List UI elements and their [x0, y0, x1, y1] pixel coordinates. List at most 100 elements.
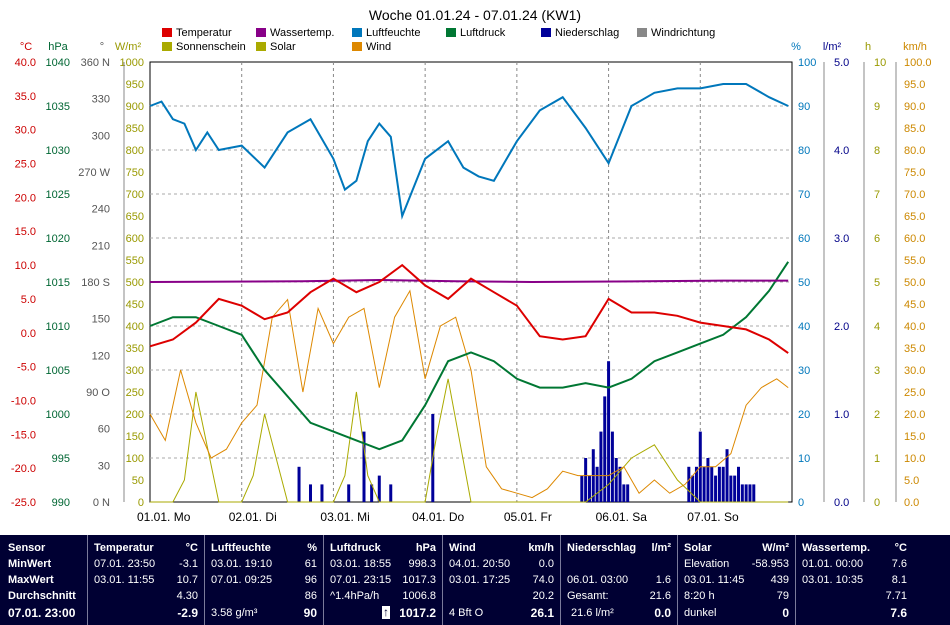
x-tick-label: 07.01. So [687, 510, 739, 524]
pressure-line [149, 261, 790, 451]
current-time: 07.01. 23:00 [8, 606, 76, 620]
pressure-unit: hPa [415, 542, 436, 554]
temperature-avg: 4.30 [176, 590, 198, 602]
humidity-tick-label: 40 [798, 321, 810, 333]
solar-elevation: -58.953 [751, 558, 789, 570]
x-tick-label: 01.01. Mo [137, 510, 191, 524]
legend-label: Luftdruck [460, 27, 506, 39]
solar-column: Solar W/m² Elevation -58.953 03.01. 11:4… [677, 535, 795, 625]
water-min: 7.6 [891, 558, 907, 570]
solar-state: dunkel [684, 607, 717, 619]
legend-swatch [541, 28, 551, 37]
wind-tick-label: 5.0 [904, 475, 919, 487]
solar-max: 439 [770, 574, 789, 586]
rain-tick-label: 1.0 [834, 409, 849, 421]
chart-title: Woche 01.01.24 - 07.01.24 (KW1) [369, 7, 581, 23]
solar-tick-label: 750 [126, 167, 144, 179]
humidity-tick-label: 10 [798, 453, 810, 465]
rain-max-time: 06.01. 03:00 [567, 574, 629, 586]
wind-tick-label: 90.0 [904, 101, 925, 113]
direction-tick-label: 0 N [93, 497, 110, 509]
direction-tick-label: 210 [92, 240, 110, 252]
water-current: 7.6 [890, 606, 907, 620]
solar-unit-label: W/m² [115, 41, 142, 53]
humidity-max: 96 [304, 574, 317, 586]
humidity-tick-label: 50 [798, 277, 810, 289]
series-lines [149, 83, 790, 503]
temperature-header: Temperatur [94, 542, 154, 554]
rain-unit: l/m² [651, 542, 671, 554]
wind-tick-label: 55.0 [904, 255, 925, 267]
pressure-column: Luftdruck hPa 03.01. 18:55 998.3 07.01. … [323, 535, 442, 625]
humidity-tick-label: 0 [798, 497, 804, 509]
rain-bar [309, 484, 312, 502]
rain-max: 1.6 [655, 574, 671, 586]
solar-duration: 8:20 h [684, 590, 715, 602]
temp-tick-label: 10.0 [15, 260, 36, 272]
pressure-tick-label: 1005 [46, 365, 70, 377]
direction-tick-label: 30 [98, 460, 110, 472]
pressure-unit-label: hPa [48, 41, 68, 53]
pressure-avg: 1006.8 [402, 590, 436, 602]
solar-tick-label: 550 [126, 255, 144, 267]
humidity-tick-label: 20 [798, 409, 810, 421]
direction-tick-label: 300 [92, 130, 110, 142]
direction-tick-label: 330 [92, 94, 110, 106]
humidity-unit: % [307, 542, 317, 554]
wind-tick-label: 100.0 [904, 57, 932, 69]
solar-tick-label: 350 [126, 343, 144, 355]
wind-tick-label: 40.0 [904, 321, 925, 333]
rain-bar [618, 466, 622, 502]
humidity-min-time: 03.01. 19:10 [211, 558, 273, 570]
sun-tick-label: 7 [874, 189, 880, 201]
water-unit: °C [894, 542, 907, 554]
rain-bar [603, 396, 607, 502]
pressure-trend: ^1.4hPa/h [330, 590, 380, 602]
sun-tick-label: 2 [874, 409, 880, 421]
humidity-tick-label: 90 [798, 101, 810, 113]
legend-swatch [162, 28, 172, 37]
temperature-min: -3.1 [179, 558, 198, 570]
solar-tick-label: 100 [126, 453, 144, 465]
rain-bar [744, 484, 748, 502]
rain-bar [687, 466, 691, 502]
rain-bar [614, 458, 618, 502]
rain-bar [347, 484, 351, 502]
humidity-tick-label: 70 [798, 189, 810, 201]
rain-bar [584, 458, 588, 502]
sun-tick-label: 1 [874, 453, 880, 465]
temperature-column: Temperatur °C 07.01. 23:50 -3.1 03.01. 1… [87, 535, 204, 625]
temp-tick-label: 30.0 [15, 125, 36, 137]
pressure-tick-label: 1010 [46, 321, 70, 333]
rain-column: Niederschlag l/m² 06.01. 03:00 1.6 Gesam… [560, 535, 677, 625]
temp-tick-label: -10.0 [11, 395, 36, 407]
rain-bar [580, 475, 584, 502]
solar-tick-label: 450 [126, 299, 144, 311]
humidity-tick-label: 80 [798, 145, 810, 157]
wind-tick-label: 20.0 [904, 409, 925, 421]
legend-label: Solar [270, 41, 296, 53]
rain-tick-label: 0.0 [834, 497, 849, 509]
direction-tick-label: 270 W [78, 167, 110, 179]
water-header: Wassertemp. [802, 542, 871, 554]
sun-unit-label: h [865, 41, 871, 53]
rain-unit-label: l/m² [823, 41, 842, 53]
wind-tick-label: 0.0 [904, 497, 919, 509]
max-label: MaxWert [8, 574, 54, 586]
rain-bars [297, 361, 756, 502]
temp-tick-label: 35.0 [15, 91, 36, 103]
rain-bar [691, 475, 695, 502]
pressure-max: 1017.3 [402, 574, 436, 586]
solar-elevation-label: Elevation [684, 558, 730, 570]
humidity-max-time: 07.01. 09:25 [211, 574, 273, 586]
rain-total: 21.6 [649, 590, 671, 602]
direction-tick-label: 240 [92, 204, 110, 216]
water-avg: 7.71 [885, 590, 907, 602]
solar-tick-label: 800 [126, 145, 144, 157]
wind-tick-label: 95.0 [904, 79, 925, 91]
stats-table: Sensor MinWert MaxWert Durchschnitt 07.0… [0, 535, 950, 625]
rain-bar [389, 484, 393, 502]
rain-bar [377, 475, 381, 502]
rain-tick-label: 5.0 [834, 57, 849, 69]
solar-tick-label: 500 [126, 277, 144, 289]
